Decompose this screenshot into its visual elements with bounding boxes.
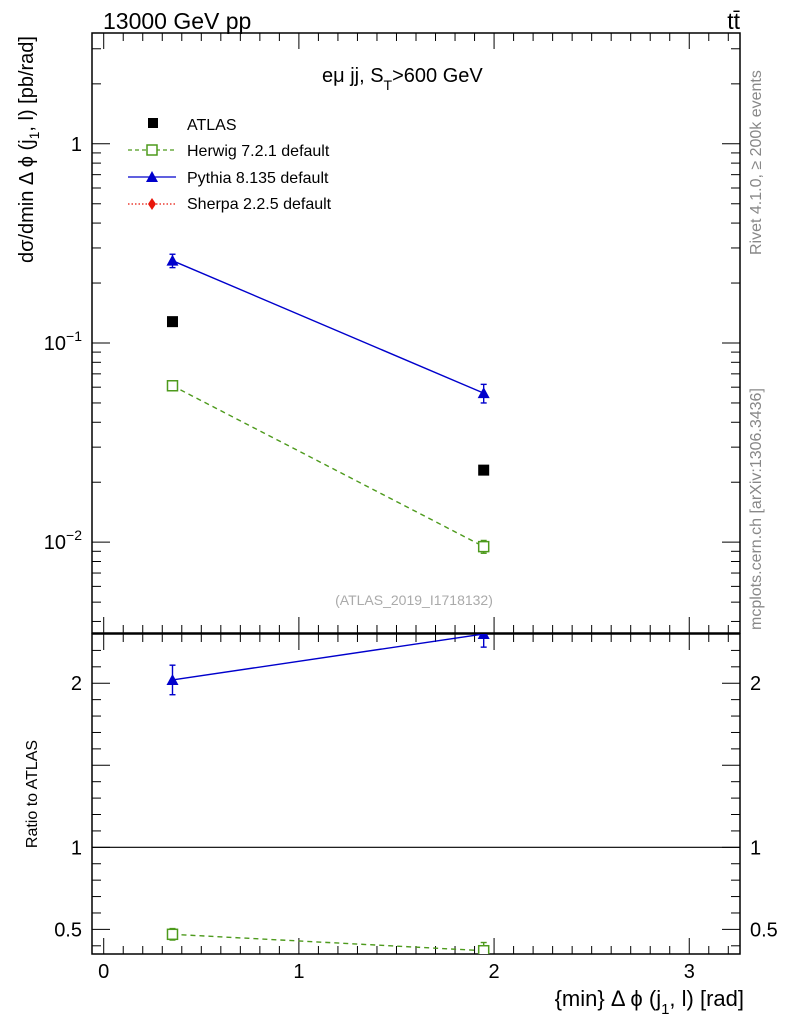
ratio-y-tick-label-right: 0.5 (750, 919, 778, 941)
y-tick-label-base: 10 (44, 532, 66, 554)
x-tick-label: 2 (489, 961, 500, 983)
ratio-line-pythia (172, 634, 484, 681)
plot-title: eμ jj, ST>600 GeV (322, 65, 483, 93)
y-tick-label-base: 1 (71, 134, 82, 156)
x-axis-label: {min} Δ ϕ (j1, l) [rad] (555, 986, 744, 1018)
legend-entry-herwig: Herwig 7.2.1 default (128, 143, 330, 160)
plot-title-main: eμ jj, S (322, 65, 384, 87)
rivet-version-label: Rivet 4.1.0, ≥ 200k events (748, 70, 765, 255)
legend-label-atlas: ATLAS (187, 117, 237, 134)
y-axis-label-a: dσ/dmin Δ ϕ (j (16, 139, 38, 263)
legend: ATLAS Herwig 7.2.1 default Pythia 8.135 … (128, 117, 332, 213)
data-layer (166, 253, 490, 954)
legend-entry-atlas: ATLAS (148, 117, 237, 134)
main-line-herwig (172, 385, 485, 548)
legend-entry-sherpa: Sherpa 2.2.5 default (128, 196, 332, 213)
legend-marker-sherpa (148, 198, 156, 210)
ratio-y-axis-label: Ratio to ATLAS (24, 740, 41, 848)
x-axis-label-a: {min} Δ ϕ (j (555, 986, 662, 1011)
ratio-point-pythia (477, 634, 490, 639)
ratio-y-tick-label: 1 (71, 837, 82, 859)
y-tick-label: 1 (71, 134, 82, 156)
legend-label-pythia: Pythia 8.135 default (187, 170, 329, 187)
ratio-point-pythia (166, 673, 179, 685)
ratio-panel-frame (91, 633, 741, 955)
main-point-herwig (166, 380, 179, 392)
main-line-pythia (172, 260, 484, 394)
ratio-y-tick-label: 2 (71, 673, 82, 695)
main-point-atlas (166, 316, 178, 328)
ratio-y-tick-label-right: 1 (750, 837, 761, 859)
y-tick-label: 10−2 (44, 527, 82, 554)
x-axis-label-b: , l) [rad] (669, 986, 744, 1011)
ratio-y-tick-label-right: 2 (750, 673, 761, 695)
plot-title-rest: >600 GeV (392, 65, 483, 87)
main-point-herwig (477, 540, 490, 553)
legend-marker-herwig (146, 144, 158, 156)
y-tick-label-base: 10 (44, 333, 66, 355)
main-point-pythia (477, 387, 490, 399)
legend-label-sherpa: Sherpa 2.2.5 default (187, 196, 332, 213)
ratio-point-herwig (166, 928, 179, 941)
analysis-tag: (ATLAS_2019_I1718132) (335, 592, 493, 608)
x-tick-label: 3 (684, 961, 695, 983)
ratio-series-group (166, 634, 490, 954)
ratio-line-herwig (172, 933, 484, 952)
x-tick-label: 0 (98, 961, 109, 983)
y-axis-label-sub: 1 (26, 131, 42, 139)
x-tick-label: 1 (293, 961, 304, 983)
main-point-pythia (166, 254, 179, 266)
main-point-atlas (478, 464, 490, 476)
mcplots-label: mcplots.cern.ch [arXiv:1306.3436] (748, 388, 765, 630)
legend-label-herwig: Herwig 7.2.1 default (187, 143, 330, 160)
legend-marker-atlas (148, 118, 158, 128)
legend-entry-pythia: Pythia 8.135 default (128, 170, 329, 187)
header-process: tt̄ (727, 8, 740, 34)
y-tick-label: 10−1 (44, 328, 82, 355)
plot-title-sub: T (384, 77, 393, 93)
ratio-point-herwig (477, 944, 490, 954)
x-axis-label-sub: 1 (661, 1001, 669, 1018)
header-energy: 13000 GeV pp (103, 8, 251, 34)
legend-marker-pythia (146, 171, 158, 182)
y-tick-label-exp: −1 (66, 328, 82, 344)
y-axis-label-b: , l) [pb/rad] (16, 36, 38, 132)
ratio-y-tick-label: 0.5 (54, 919, 82, 941)
y-axis-label: dσ/dmin Δ ϕ (j1, l) [pb/rad] (16, 36, 42, 263)
y-tick-label-exp: −2 (66, 527, 82, 543)
